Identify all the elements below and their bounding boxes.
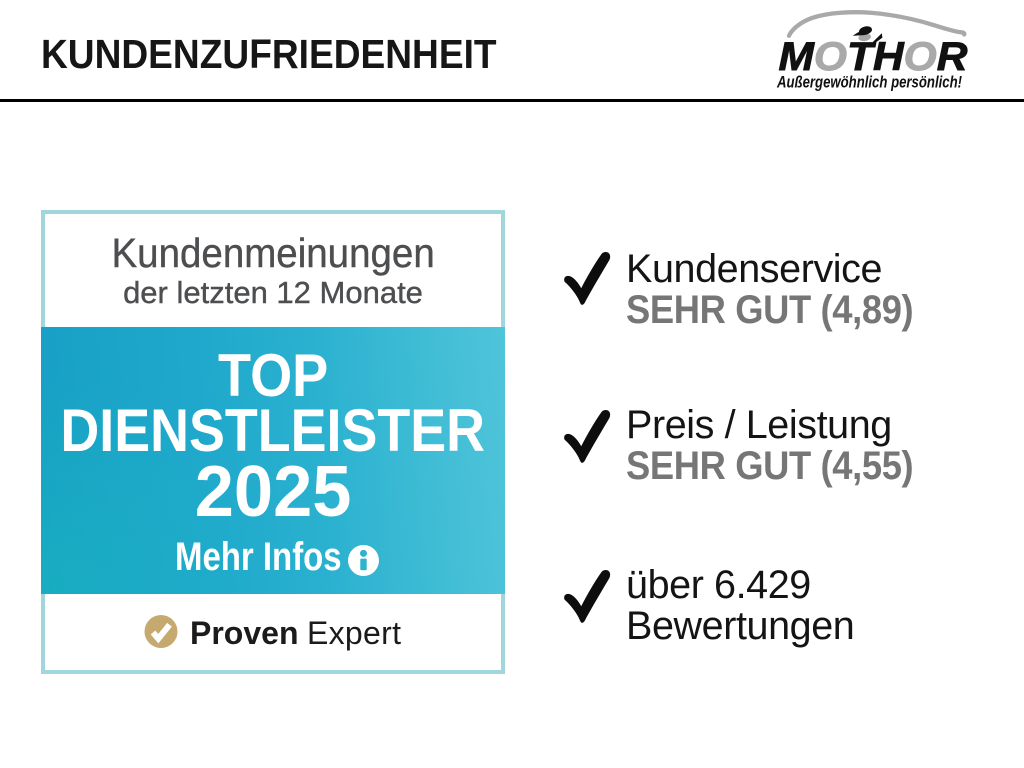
svg-text:Außergewöhnlich persönlich!: Außergewöhnlich persönlich!	[776, 74, 962, 92]
svg-text:MOTHOR: MOTHOR	[779, 35, 968, 79]
